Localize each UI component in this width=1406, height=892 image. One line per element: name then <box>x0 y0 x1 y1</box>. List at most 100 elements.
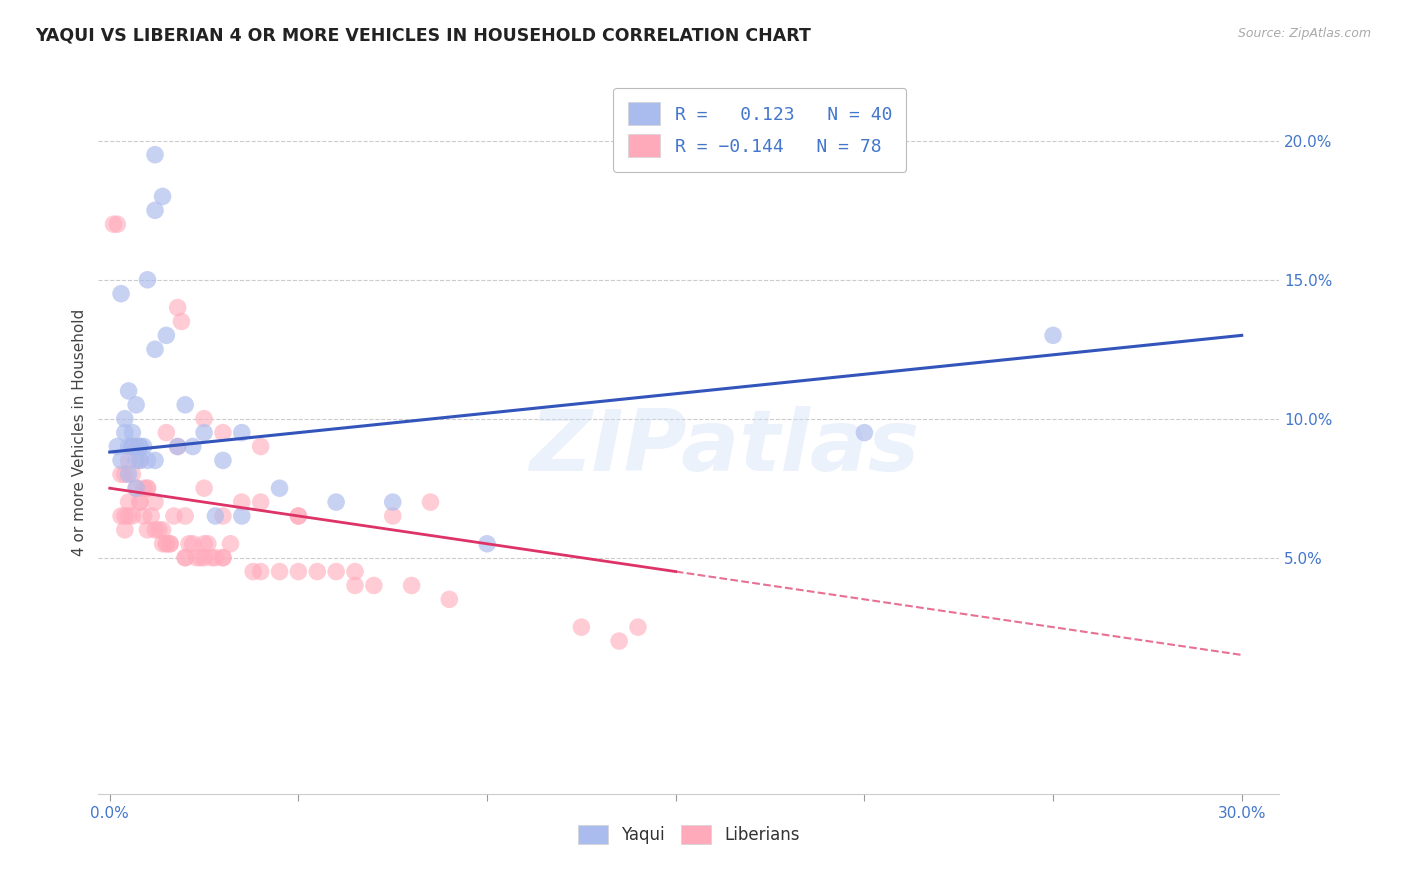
Point <box>159 537 181 551</box>
Point <box>114 425 136 440</box>
Point <box>325 565 347 579</box>
Point <box>155 328 177 343</box>
Text: ZIPatlas: ZIPatlas <box>529 406 920 489</box>
Point <box>143 495 166 509</box>
Point <box>193 481 215 495</box>
Point <box>136 481 159 495</box>
Point <box>249 440 271 454</box>
Point <box>607 634 630 648</box>
Point <box>152 523 174 537</box>
Point <box>143 343 166 357</box>
Point <box>129 440 152 454</box>
Point <box>186 550 208 565</box>
Point <box>117 440 139 454</box>
Point <box>117 508 139 523</box>
Point <box>212 550 235 565</box>
Point <box>125 440 148 454</box>
Point <box>212 425 235 440</box>
Point <box>110 508 132 523</box>
Point <box>141 508 163 523</box>
Point <box>212 550 235 565</box>
Point <box>249 565 271 579</box>
Point <box>125 453 148 467</box>
Point <box>121 508 143 523</box>
Point <box>197 537 219 551</box>
Point <box>475 537 498 551</box>
Point <box>853 425 876 440</box>
Point <box>401 578 423 592</box>
Point <box>125 398 148 412</box>
Text: Source: ZipAtlas.com: Source: ZipAtlas.com <box>1237 27 1371 40</box>
Point <box>381 508 404 523</box>
Point <box>204 550 226 565</box>
Point <box>188 550 211 565</box>
Point <box>212 508 235 523</box>
Point <box>117 384 139 398</box>
Point <box>110 286 132 301</box>
Point <box>117 495 139 509</box>
Point <box>1042 328 1064 343</box>
Point <box>129 453 152 467</box>
Point <box>269 565 291 579</box>
Point <box>159 537 181 551</box>
Point <box>148 523 170 537</box>
Point <box>571 620 593 634</box>
Point <box>114 508 136 523</box>
Point <box>174 550 197 565</box>
Point <box>174 508 197 523</box>
Point <box>163 508 186 523</box>
Point <box>231 495 253 509</box>
Point <box>219 537 242 551</box>
Point <box>136 523 159 537</box>
Point <box>114 467 136 482</box>
Point <box>627 620 650 634</box>
Y-axis label: 4 or more Vehicles in Household: 4 or more Vehicles in Household <box>72 309 87 557</box>
Point <box>201 550 224 565</box>
Point <box>231 425 253 440</box>
Point <box>287 508 309 523</box>
Point <box>129 495 152 509</box>
Point <box>121 467 143 482</box>
Point <box>143 203 166 218</box>
Point <box>343 578 366 592</box>
Point <box>110 453 132 467</box>
Point <box>155 537 177 551</box>
Point <box>125 481 148 495</box>
Point <box>121 425 143 440</box>
Point <box>166 440 188 454</box>
Point <box>287 565 309 579</box>
Point <box>181 537 204 551</box>
Point <box>381 495 404 509</box>
Point <box>231 508 253 523</box>
Point <box>363 578 385 592</box>
Point <box>152 189 174 203</box>
Point <box>121 440 143 454</box>
Point <box>166 440 188 454</box>
Point <box>136 481 159 495</box>
Point <box>152 537 174 551</box>
Point <box>242 565 264 579</box>
Point <box>143 147 166 161</box>
Point <box>166 301 188 315</box>
Point <box>136 273 159 287</box>
Point <box>129 453 152 467</box>
Point <box>143 523 166 537</box>
Point <box>155 425 177 440</box>
Point <box>105 440 128 454</box>
Point <box>193 550 215 565</box>
Point <box>155 537 177 551</box>
Point <box>193 425 215 440</box>
Point <box>125 481 148 495</box>
Point <box>325 495 347 509</box>
Point <box>439 592 461 607</box>
Point <box>121 440 143 454</box>
Point <box>114 523 136 537</box>
Point <box>129 440 152 454</box>
Point <box>132 508 155 523</box>
Point <box>129 495 152 509</box>
Point <box>174 550 197 565</box>
Point <box>117 453 139 467</box>
Point <box>287 508 309 523</box>
Point <box>212 453 235 467</box>
Point <box>132 481 155 495</box>
